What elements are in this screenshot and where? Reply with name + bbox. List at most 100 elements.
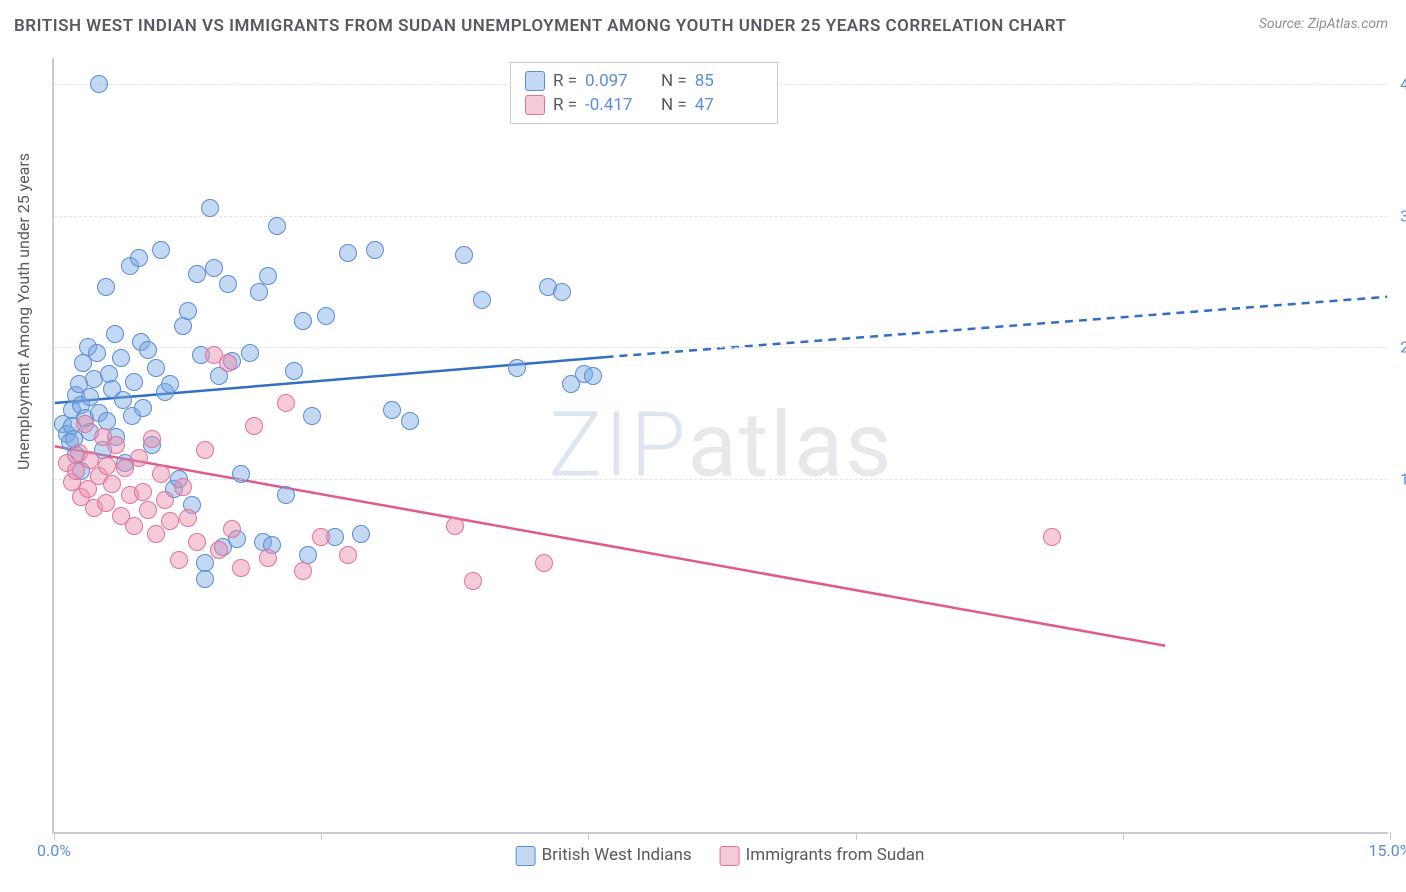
data-point	[125, 373, 143, 391]
series-legend: British West Indians Immigrants from Suda…	[516, 845, 925, 866]
data-point	[134, 483, 152, 501]
data-point	[464, 572, 482, 590]
data-point	[188, 533, 206, 551]
legend-item: British West Indians	[516, 845, 692, 866]
data-point	[188, 265, 206, 283]
legend-n-value: 85	[695, 71, 763, 91]
data-point	[277, 486, 295, 504]
data-point	[285, 362, 303, 380]
data-point	[147, 525, 165, 543]
legend-swatch	[525, 71, 545, 91]
data-point	[535, 554, 553, 572]
x-tick	[321, 832, 322, 840]
data-point	[508, 359, 526, 377]
legend-swatch	[516, 846, 536, 866]
data-point	[139, 501, 157, 519]
source-attribution: Source: ZipAtlas.com	[1259, 16, 1388, 32]
data-point	[161, 375, 179, 393]
legend-r-label: R =	[553, 71, 577, 91]
data-point	[446, 517, 464, 535]
data-point	[584, 367, 602, 385]
legend-label: British West Indians	[542, 845, 692, 865]
data-point	[312, 528, 330, 546]
data-point	[232, 559, 250, 577]
data-point	[103, 475, 121, 493]
data-point	[147, 359, 165, 377]
data-point	[245, 417, 263, 435]
data-point	[294, 562, 312, 580]
data-point	[156, 491, 174, 509]
watermark: ZIPatlas	[549, 393, 894, 498]
y-axis-label: Unemployment Among Youth under 25 years	[14, 153, 33, 470]
data-point	[152, 241, 170, 259]
data-point	[97, 278, 115, 296]
data-point	[88, 344, 106, 362]
data-point	[277, 394, 295, 412]
trend-lines	[54, 58, 1388, 832]
legend-r-value: -0.417	[585, 95, 653, 115]
legend-row: R =0.097N =85	[525, 69, 763, 93]
data-point	[250, 283, 268, 301]
data-point	[303, 407, 321, 425]
data-point	[130, 449, 148, 467]
legend-label: Immigrants from Sudan	[746, 845, 925, 865]
data-point	[259, 267, 277, 285]
data-point	[139, 341, 157, 359]
data-point	[98, 457, 116, 475]
data-point	[76, 415, 94, 433]
legend-swatch	[720, 846, 740, 866]
data-point	[143, 430, 161, 448]
watermark-prominent: ZIP	[549, 393, 688, 498]
data-point	[317, 307, 335, 325]
x-tick	[588, 832, 589, 840]
data-point	[339, 244, 357, 262]
data-point	[152, 465, 170, 483]
data-point	[455, 246, 473, 264]
y-tick-label: 30.0%	[1392, 206, 1406, 225]
plot-area: ZIPatlas R =0.097N =85R =-0.417N =47 10.…	[52, 58, 1388, 834]
data-point	[473, 291, 491, 309]
legend-swatch	[525, 95, 545, 115]
data-point	[201, 199, 219, 217]
data-point	[107, 436, 125, 454]
data-point	[401, 412, 419, 430]
data-point	[179, 509, 197, 527]
legend-n-label: N =	[661, 95, 687, 115]
watermark-rest: atlas	[688, 393, 894, 498]
chart-title: BRITISH WEST INDIAN VS IMMIGRANTS FROM S…	[14, 16, 1066, 36]
gridline	[54, 216, 1388, 217]
data-point	[174, 317, 192, 335]
data-point	[125, 517, 143, 535]
data-point	[223, 520, 241, 538]
data-point	[112, 349, 130, 367]
x-tick-label: 15.0%	[1369, 841, 1406, 860]
data-point	[205, 259, 223, 277]
data-point	[383, 401, 401, 419]
data-point	[210, 541, 228, 559]
legend-row: R = -0.417 N = 47	[525, 93, 763, 117]
data-point	[232, 465, 250, 483]
data-point	[219, 354, 237, 372]
x-tick	[54, 832, 55, 840]
data-point	[268, 217, 286, 235]
gridline	[54, 479, 1388, 480]
legend-r-value: 0.097	[585, 71, 653, 91]
scatter-chart: ZIPatlas R =0.097N =85R =-0.417N =47 10.…	[52, 58, 1388, 834]
data-point	[352, 525, 370, 543]
data-point	[179, 302, 197, 320]
data-point	[259, 549, 277, 567]
data-point	[170, 551, 188, 569]
legend-r-label: R =	[553, 95, 577, 115]
data-point	[161, 512, 179, 530]
data-point	[553, 283, 571, 301]
y-tick-label: 40.0%	[1392, 75, 1406, 94]
data-point	[90, 75, 108, 93]
data-point	[106, 325, 124, 343]
legend-n-value: 47	[695, 95, 763, 115]
data-point	[241, 344, 259, 362]
data-point	[196, 570, 214, 588]
correlation-legend: R = 0.097 N = 85R = -0.417 N = 47	[510, 62, 778, 124]
data-point	[219, 275, 237, 293]
y-tick-label: 20.0%	[1392, 338, 1406, 357]
data-point	[196, 441, 214, 459]
